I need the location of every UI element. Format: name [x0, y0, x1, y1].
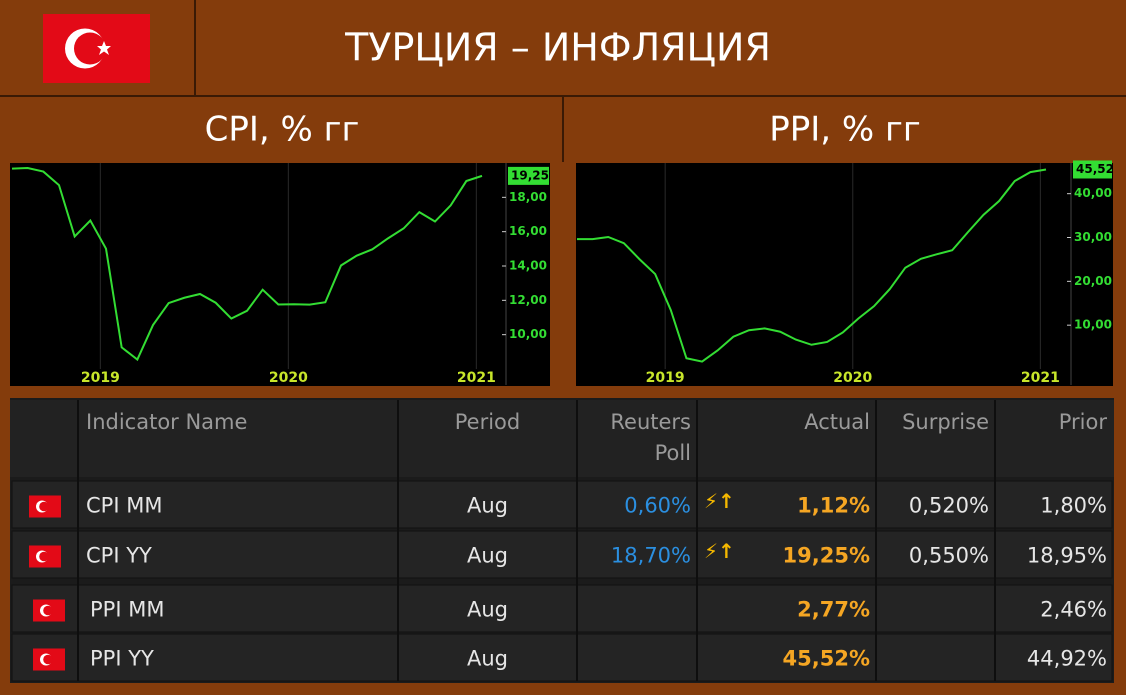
x-tick-label: 2021 [1021, 370, 1060, 386]
line-series [11, 166, 483, 362]
y-tick-label: 18,00 [509, 190, 547, 204]
column-header-line: Poll [655, 441, 691, 465]
column-header: Reuters Poll [610, 410, 691, 465]
y-tick-label: 16,00 [509, 224, 547, 238]
y-tick-label: 10,00 [1074, 318, 1112, 332]
chart-background [10, 163, 550, 386]
row-flag-crescent [39, 551, 49, 562]
table-cell: 19,25% [783, 544, 870, 568]
column-header: Period [455, 410, 520, 434]
y-tick-label: 12,00 [509, 293, 547, 307]
table-cell: Aug [467, 494, 508, 518]
chart-title: CPI, % гг [205, 110, 360, 150]
column-header-line: Reuters [610, 410, 691, 434]
y-tick-label: 20,00 [1074, 274, 1112, 288]
row-flag-crescent [43, 654, 53, 665]
line-series [577, 168, 1047, 363]
last-value-label: 19,25 [511, 168, 549, 182]
last-value-box [508, 166, 549, 185]
table-row [11, 584, 1113, 633]
header-row [10, 400, 1114, 477]
y-tick-label: 40,00 [1074, 186, 1112, 200]
x-tick-label: 2021 [457, 370, 496, 386]
x-tick-label: 2020 [269, 370, 308, 386]
flag [43, 14, 150, 83]
table-cell: PPI YY [90, 647, 154, 671]
column-header: Actual [804, 410, 870, 434]
x-tick-label: 2019 [81, 370, 120, 386]
row-flag-crescent [39, 501, 49, 512]
table-cell: 2,46% [1040, 598, 1107, 622]
table-row [11, 633, 1113, 682]
table-cell: 45,52% [783, 647, 870, 671]
table-cell: Aug [467, 647, 508, 671]
table-cell: Aug [467, 544, 508, 568]
table-cell: 18,95% [1027, 544, 1107, 568]
table-cell: Aug [467, 598, 508, 622]
table-cell: PPI MM [90, 598, 164, 622]
table-cell: 0,60% [624, 494, 691, 518]
surprise-icon: ⚡↑ [704, 539, 735, 563]
chart-background [576, 163, 1113, 386]
x-tick-label: 2020 [833, 370, 872, 386]
y-tick-label: 30,00 [1074, 230, 1112, 244]
y-tick-label: 10,00 [509, 327, 547, 341]
table-cell: 0,550% [909, 544, 989, 568]
x-tick-label: 2019 [646, 370, 685, 386]
chart-title: PPI, % гг [769, 110, 921, 150]
surprise-icon: ⚡↑ [704, 489, 735, 513]
table-cell: 1,80% [1040, 494, 1107, 518]
column-header: Prior [1059, 410, 1108, 434]
table-row [11, 530, 1113, 579]
table-cell: CPI MM [86, 494, 162, 518]
table-cell: 1,12% [797, 494, 870, 518]
page-title: ТУРЦИЯ – ИНФЛЯЦИЯ [344, 26, 771, 70]
y-tick-label: 14,00 [509, 259, 547, 273]
column-header: Surprise [902, 410, 989, 434]
table-cell: 0,520% [909, 494, 989, 518]
table-row [11, 480, 1113, 529]
table-cell: 44,92% [1027, 647, 1107, 671]
row-flag-crescent [43, 605, 53, 616]
column-header: Indicator Name [86, 410, 247, 434]
table-cell: 2,77% [797, 598, 870, 622]
table-cell: 18,70% [611, 544, 691, 568]
last-value-box [1073, 160, 1112, 179]
table-cell: CPI YY [86, 544, 152, 568]
last-value-label: 45,52 [1076, 162, 1114, 176]
